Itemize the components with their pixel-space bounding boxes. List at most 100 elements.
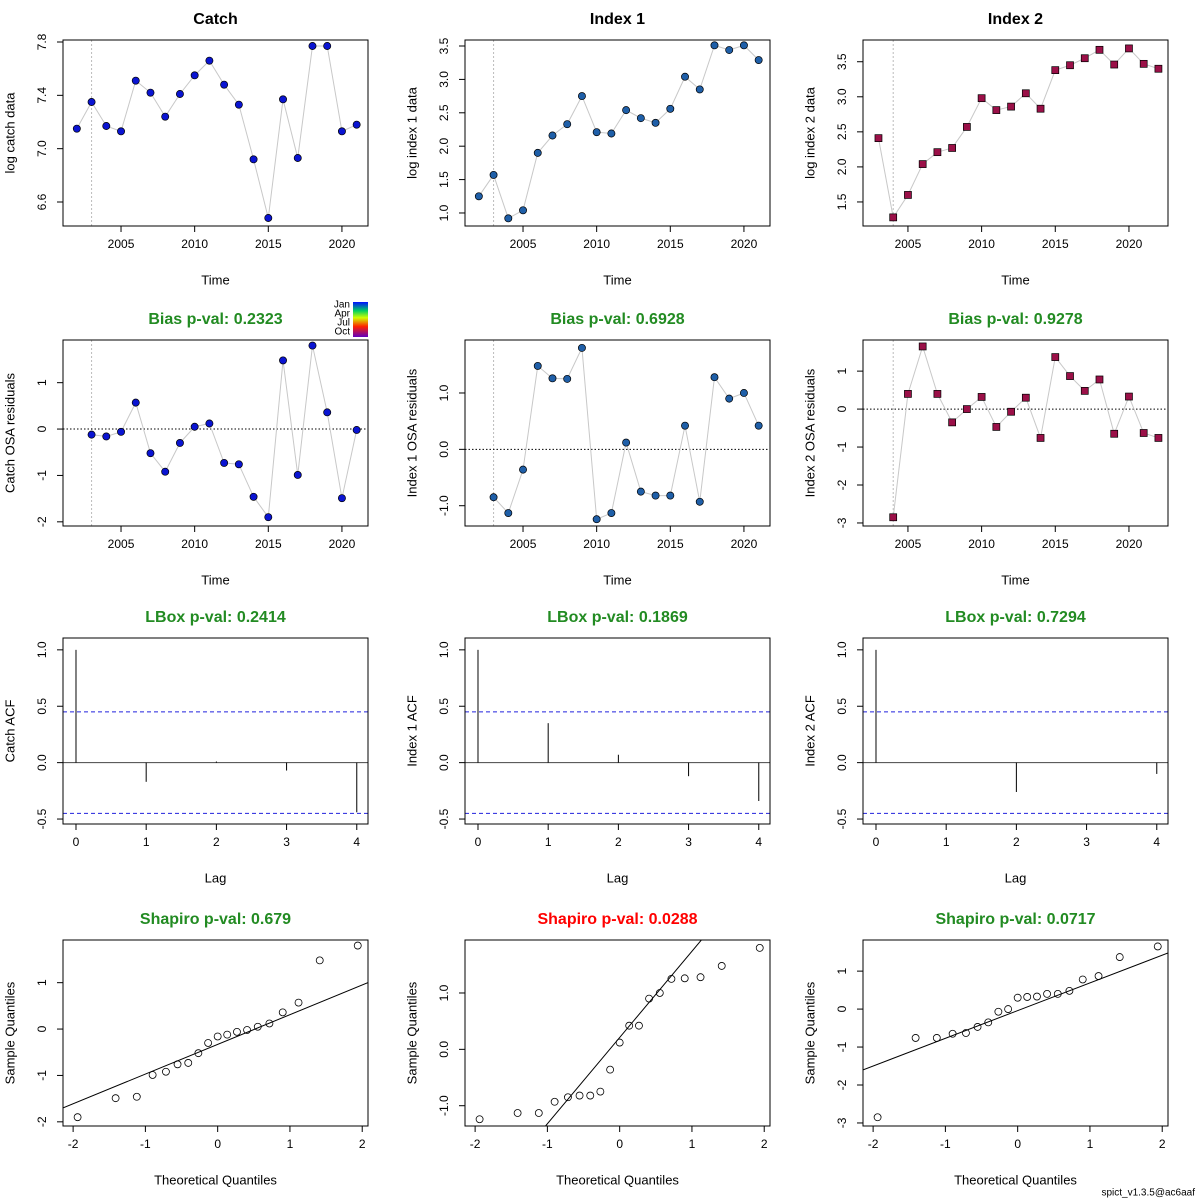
point (1021, 89, 1030, 98)
point (548, 374, 557, 383)
x-tick-label: 0 (616, 1137, 623, 1151)
point (681, 72, 689, 81)
y-tick-label: -2 (835, 1079, 849, 1090)
x-tick-label: 2005 (510, 237, 537, 251)
point (739, 389, 748, 397)
point (1110, 429, 1119, 438)
point (636, 487, 645, 496)
point (220, 458, 229, 467)
month-colorbar (353, 302, 368, 337)
point (1021, 393, 1030, 402)
series-line (892, 344, 1159, 518)
panel: LBox p-val: 0.2414 Lag Catch ACF 0 1 2 3 4 -0.5 0… (2, 609, 369, 885)
x-tick-label: 2015 (657, 537, 684, 551)
x-tick-label: 1 (943, 835, 950, 849)
panel-title: Index 1 (590, 11, 645, 28)
x-axis-label: Theoretical Quantiles (556, 1172, 679, 1187)
series-line (76, 45, 357, 219)
point (474, 192, 483, 201)
panel-title: Bias p-val: 0.9278 (948, 311, 1082, 328)
plot-area (465, 649, 770, 814)
point (577, 92, 586, 101)
y-tick-label: -1 (35, 470, 49, 481)
point (918, 342, 927, 351)
x-tick-label: 0 (73, 835, 80, 849)
x-tick-label: 0 (475, 835, 482, 849)
point (933, 148, 942, 157)
point (146, 88, 155, 97)
plot-frame (464, 339, 771, 527)
qq-point (223, 1030, 232, 1039)
point (622, 106, 631, 115)
point (651, 491, 660, 500)
x-tick-label: 2005 (895, 537, 922, 551)
x-tick-label: 2020 (329, 537, 356, 551)
x-tick-label: 4 (1153, 835, 1160, 849)
y-tick-label: 0.5 (35, 698, 49, 715)
plot-area (863, 942, 1168, 1122)
y-tick-label: 7.4 (35, 87, 49, 104)
point (977, 94, 986, 103)
y-tick-label: 0.0 (437, 441, 451, 458)
y-tick-label: 2.0 (437, 138, 451, 155)
panel: Bias p-val: 0.9278 Time Index 2 OSA residu… (802, 311, 1169, 587)
point (651, 118, 660, 127)
qq-point (635, 1021, 643, 1030)
point (337, 127, 346, 136)
point (710, 41, 719, 50)
point (533, 148, 542, 157)
y-tick-label: -0.5 (437, 808, 451, 829)
x-tick-label: 2020 (1116, 237, 1143, 251)
point (293, 154, 302, 162)
point (592, 515, 601, 524)
plot-area (63, 649, 368, 814)
point (519, 206, 527, 215)
point (1036, 434, 1045, 442)
y-tick-label: 7.0 (35, 140, 49, 157)
y-tick-label: 1.0 (835, 641, 849, 658)
y-axis-label: Sample Quantiles (802, 981, 817, 1084)
x-tick-label: -1 (140, 1137, 151, 1151)
month-label: Oct (334, 327, 350, 338)
qq-point (1013, 993, 1022, 1002)
panel-title: Shapiro p-val: 0.0717 (935, 911, 1095, 928)
y-tick-label: 1.0 (437, 204, 451, 221)
x-tick-label: 2 (1013, 835, 1020, 849)
qq-point (645, 994, 653, 1003)
x-axis-label: Time (201, 572, 229, 587)
x-tick-label: 2 (1159, 1137, 1166, 1151)
point (1139, 429, 1148, 437)
point (175, 439, 184, 447)
point (131, 398, 140, 407)
plot-area (874, 40, 1163, 226)
qq-point (962, 1029, 970, 1037)
plot-area (72, 40, 361, 226)
qq-point (680, 974, 689, 983)
point (234, 100, 243, 109)
panel-title: Shapiro p-val: 0.679 (140, 911, 291, 928)
qq-point (173, 1060, 182, 1069)
y-tick-label: -1 (35, 1070, 49, 1081)
plot-frame (62, 939, 369, 1127)
point (607, 509, 616, 517)
qq-point (932, 1034, 941, 1042)
y-tick-label: 1 (35, 979, 49, 986)
y-tick-label: 0.0 (835, 754, 849, 771)
point (592, 128, 601, 137)
panel: Shapiro p-val: 0.0288 Theoretical Quantil… (404, 911, 771, 1187)
x-tick-label: 2005 (108, 237, 135, 251)
month-label: Jul (337, 318, 350, 329)
point (87, 430, 96, 439)
point (874, 134, 883, 143)
point (1110, 60, 1119, 69)
qq-line (863, 952, 1168, 1071)
qq-point (475, 1115, 484, 1124)
y-tick-label: 3.5 (437, 37, 451, 54)
x-tick-label: 4 (353, 835, 360, 849)
qq-point (564, 1093, 572, 1102)
point (234, 460, 243, 469)
x-tick-label: 2020 (329, 237, 356, 251)
y-tick-label: 1.5 (437, 171, 451, 188)
point (489, 493, 498, 502)
y-tick-label: -1 (835, 441, 849, 452)
